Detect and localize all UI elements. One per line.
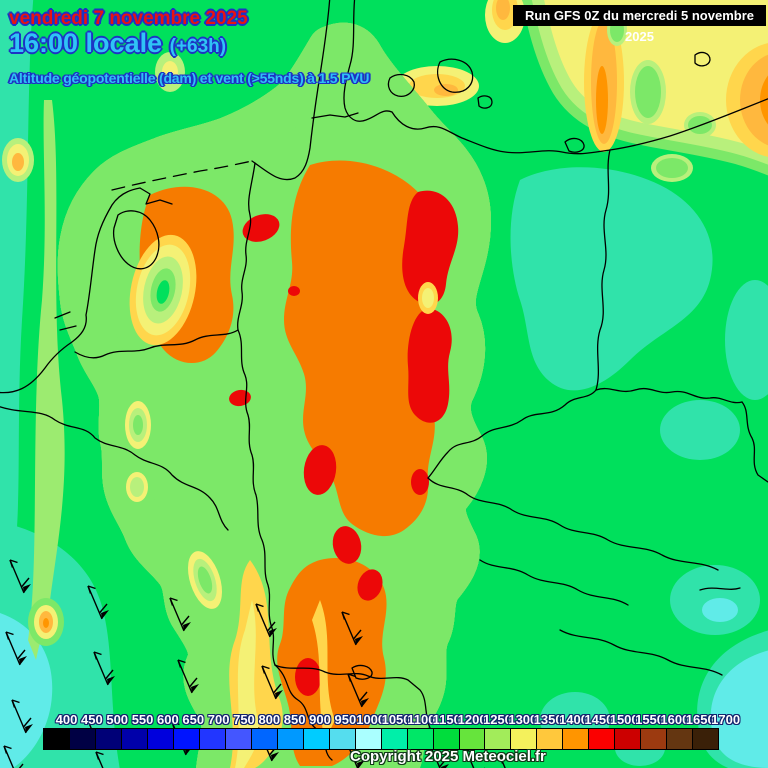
colorbar-tick: 1100 (407, 712, 436, 727)
colorbar-tick: 1300 (508, 712, 538, 727)
colorbar-cell (641, 729, 668, 749)
colorbar-cell (199, 729, 226, 749)
colorbar-tick: 1700 (711, 712, 741, 727)
colorbar-cell (69, 729, 96, 749)
colorbar-cell (147, 729, 174, 749)
colorbar-tick: 450 (80, 712, 103, 727)
colorbar-cell (44, 729, 70, 749)
colorbar-cell (615, 729, 642, 749)
colorbar-tick: 950 (334, 712, 357, 727)
colorbar-cell (459, 729, 486, 749)
colorbar-tick: 800 (258, 712, 281, 727)
colorbar-cell (173, 729, 200, 749)
colorbar-tick: 400 (55, 712, 78, 727)
map-northeast-region (521, 0, 768, 182)
colorbar-tick: 1550 (635, 712, 665, 727)
colorbar-cell (511, 729, 538, 749)
colorbar-tick: 1050 (381, 712, 411, 727)
colorbar-tick: 850 (283, 712, 306, 727)
colorbar-ticks: 400 450 500 550 600 650 700 750 800 850 900 950 1000… (0, 712, 768, 728)
colorbar-tick: 650 (182, 712, 205, 727)
copyright-label: Copyright 2025 Meteociel.fr (350, 748, 546, 765)
map-red-cores (229, 190, 459, 696)
colorbar-tick: 550 (131, 712, 154, 727)
colorbar-cell (485, 729, 512, 749)
colorbar-tick: 1450 (584, 712, 614, 727)
colorbar-cell (693, 729, 719, 749)
colorbar-cell (381, 729, 408, 749)
colorbar-tick: 1350 (533, 712, 563, 727)
colorbar-cell (225, 729, 252, 749)
colorbar-cell (303, 729, 330, 749)
colorbar: 400 450 500 550 600 650 700 750 800 850 900 950 1000… (0, 705, 768, 755)
colorbar-tick: 1600 (660, 712, 690, 727)
west-pale-band (28, 100, 65, 660)
colorbar-cell (563, 729, 590, 749)
colorbar-cell (329, 729, 356, 749)
colorbar-cell (407, 729, 434, 749)
colorbar-cell (251, 729, 278, 749)
map-green-pockets (125, 234, 335, 768)
colorbar-tick: 1400 (559, 712, 588, 727)
colorbar-tick: 900 (309, 712, 331, 727)
colorbar-tick: 1000 (356, 712, 386, 727)
colorbar-tick: 1650 (685, 712, 715, 727)
colorbar-cell (537, 729, 564, 749)
map-pale-spot (418, 282, 438, 314)
colorbar-cell (355, 729, 382, 749)
run-info-box: Run GFS 0Z du mercredi 5 novembre 2025 (513, 5, 766, 44)
colorbar-tick: 500 (106, 712, 129, 727)
colorbar-cell (121, 729, 148, 749)
colorbar-tick: 1200 (457, 712, 487, 727)
colorbar-tick: 1250 (482, 712, 512, 727)
colorbar-tick: 600 (157, 712, 179, 727)
colorbar-tick: 1500 (609, 712, 639, 727)
colorbar-cell (589, 729, 616, 749)
colorbar-tick: 750 (233, 712, 255, 727)
colorbar-cell (277, 729, 304, 749)
colorbar-cell (667, 729, 694, 749)
colorbar-tick: 700 (207, 712, 230, 727)
colorbar-cells (43, 728, 719, 750)
colorbar-cell (95, 729, 122, 749)
colorbar-tick: 1150 (432, 712, 461, 727)
colorbar-cell (433, 729, 460, 749)
